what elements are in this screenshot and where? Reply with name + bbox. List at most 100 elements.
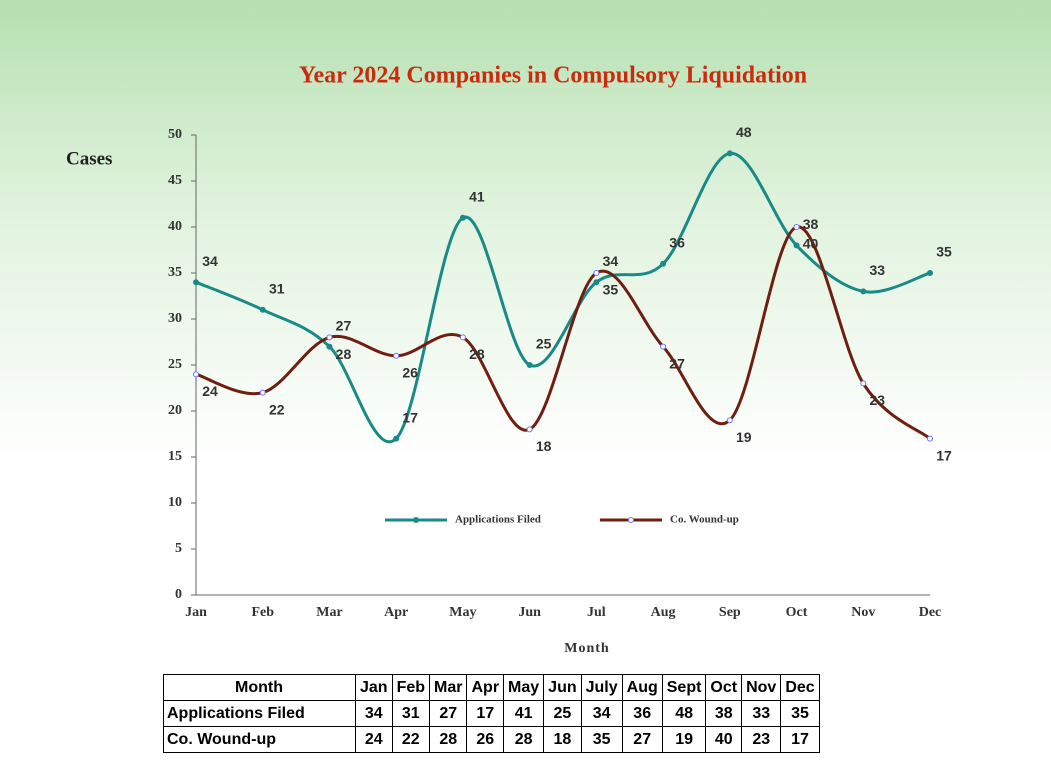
y-tick-label: 25 (168, 357, 182, 372)
table-row: Co. Wound-up 24 22 28 26 28 18 35 27 19 40 23 17 (163, 726, 820, 753)
point-marker (393, 435, 400, 442)
y-tick-label: 20 (168, 403, 182, 418)
point-marker (193, 371, 199, 378)
point-marker (393, 352, 400, 359)
y-tick-label: 35 (168, 265, 182, 280)
point-marker (459, 214, 466, 221)
x-tick-label: Oct (786, 605, 808, 620)
point-marker (726, 417, 733, 424)
table-cell: 28 (503, 726, 545, 753)
x-tick-label: Jul (587, 605, 606, 620)
chart-title: Year 2024 Companies in Compulsory Liquid… (299, 63, 807, 89)
point-marker (793, 224, 800, 230)
legend-label: Co. Wound-up (670, 514, 739, 526)
point-marker (726, 150, 733, 157)
table-cell: 36 (621, 700, 663, 727)
point-marker (259, 306, 266, 313)
data-label: 23 (869, 392, 885, 408)
y-tick-label: 30 (168, 311, 182, 326)
x-tick-label: Jun (518, 605, 541, 620)
series-line (195, 151, 931, 444)
x-tick-label: Apr (384, 605, 408, 620)
data-label: 22 (269, 401, 285, 417)
point-marker (459, 334, 466, 341)
table-cell: July (580, 674, 623, 701)
legend: Applications Filed Co. Wound-up (385, 514, 739, 526)
y-tick-label: 5 (175, 541, 182, 556)
data-label: 25 (536, 336, 552, 352)
data-label: 27 (669, 355, 685, 371)
table-cell: 40 (705, 726, 743, 753)
x-tick-label: Aug (651, 605, 676, 620)
x-tick-label: Feb (251, 605, 274, 620)
series-line (195, 225, 931, 440)
table-cell: 24 (355, 726, 393, 753)
table-cell: Co. Wound-up (163, 726, 356, 753)
data-table: Month Jan Feb Mar Apr May Jun July Aug Sept Oct Nov… (163, 674, 820, 753)
table-cell: 27 (621, 726, 663, 753)
data-label: 34 (202, 253, 218, 269)
table-cell: Mar (429, 674, 468, 701)
table-cell: 26 (466, 726, 505, 753)
table-cell: 35 (780, 700, 820, 727)
table-cell: Apr (466, 674, 505, 701)
data-label: 31 (269, 281, 285, 297)
table-cell: Aug (621, 674, 663, 701)
point-marker (326, 334, 333, 341)
table-cell: 25 (543, 700, 582, 727)
data-label: 18 (536, 438, 552, 454)
table-cell: Sept (661, 674, 707, 701)
point-marker (927, 435, 933, 442)
table-row: Month Jan Feb Mar Apr May Jun July Aug Sept Oct Nov… (163, 674, 820, 701)
point-marker (526, 362, 533, 368)
point-marker (660, 343, 667, 350)
data-label: 41 (469, 189, 485, 205)
legend-marker (413, 517, 419, 523)
table-cell: 18 (543, 726, 582, 753)
data-label: 17 (402, 409, 418, 425)
table-cell: 34 (580, 700, 623, 727)
point-marker (860, 380, 867, 387)
x-tick-label: Mar (316, 605, 342, 620)
y-tick-label: 50 (168, 127, 182, 142)
data-label: 17 (936, 447, 952, 463)
x-tick-label: Jan (185, 605, 207, 620)
point-marker (793, 242, 800, 249)
y-tick-label: 15 (168, 449, 182, 464)
table-cell: Month (163, 674, 356, 701)
data-label: 36 (669, 235, 685, 251)
table-cell: 28 (429, 726, 468, 753)
data-label: 38 (803, 216, 819, 232)
table-cell: 31 (391, 700, 431, 727)
y-axis-label: Cases (66, 148, 112, 169)
point-marker (526, 426, 533, 433)
data-label: 19 (736, 429, 752, 445)
data-label: 26 (402, 365, 418, 381)
table-cell: 35 (580, 726, 623, 753)
data-label: 34 (603, 253, 619, 269)
legend-label: Applications Filed (455, 514, 541, 526)
table-cell: Jan (355, 674, 393, 701)
point-marker (860, 288, 867, 295)
table-cell: Dec (780, 674, 820, 701)
table-cell: 22 (391, 726, 431, 753)
data-label: 27 (336, 317, 352, 333)
table-cell: 17 (780, 726, 820, 753)
data-label: 28 (336, 346, 352, 362)
table-cell: 48 (661, 700, 707, 727)
table-cell: 41 (503, 700, 545, 727)
data-label: 24 (202, 383, 218, 399)
table-cell: Nov (741, 674, 782, 701)
data-label: 33 (869, 262, 885, 278)
data-label: 48 (736, 124, 752, 140)
point-marker (927, 270, 933, 276)
table-cell: 33 (741, 700, 782, 727)
point-marker (593, 279, 600, 286)
table-cell: 23 (741, 726, 782, 753)
point-marker (259, 389, 266, 396)
table-cell: 34 (355, 700, 393, 727)
data-label: 40 (803, 236, 819, 252)
x-axis-label: Month (564, 641, 609, 656)
y-tick-label: 10 (168, 495, 182, 510)
chart: Year 2024 Companies in Compulsory Liquid… (66, 63, 952, 657)
